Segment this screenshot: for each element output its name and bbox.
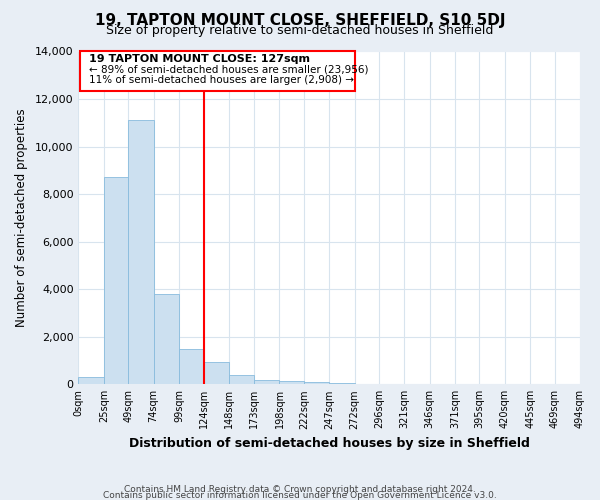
Bar xyxy=(280,380,304,384)
Text: Contains HM Land Registry data © Crown copyright and database right 2024.: Contains HM Land Registry data © Crown c… xyxy=(124,485,476,494)
Bar xyxy=(154,294,179,384)
Text: ← 89% of semi-detached houses are smaller (23,956): ← 89% of semi-detached houses are smalle… xyxy=(89,65,368,75)
Text: Size of property relative to semi-detached houses in Sheffield: Size of property relative to semi-detach… xyxy=(106,24,494,37)
Bar xyxy=(229,375,254,384)
Bar xyxy=(205,362,229,384)
Bar xyxy=(104,178,128,384)
Text: Contains public sector information licensed under the Open Government Licence v3: Contains public sector information licen… xyxy=(103,491,497,500)
Bar xyxy=(329,383,355,384)
Text: 11% of semi-detached houses are larger (2,908) →: 11% of semi-detached houses are larger (… xyxy=(89,76,353,86)
Bar xyxy=(79,377,104,384)
X-axis label: Distribution of semi-detached houses by size in Sheffield: Distribution of semi-detached houses by … xyxy=(129,437,530,450)
Bar xyxy=(128,120,154,384)
Bar xyxy=(304,382,329,384)
FancyBboxPatch shape xyxy=(80,52,355,90)
Bar xyxy=(254,380,280,384)
Y-axis label: Number of semi-detached properties: Number of semi-detached properties xyxy=(15,108,28,327)
Text: 19 TAPTON MOUNT CLOSE: 127sqm: 19 TAPTON MOUNT CLOSE: 127sqm xyxy=(89,54,310,64)
Bar xyxy=(179,348,205,384)
Text: 19, TAPTON MOUNT CLOSE, SHEFFIELD, S10 5DJ: 19, TAPTON MOUNT CLOSE, SHEFFIELD, S10 5… xyxy=(95,12,505,28)
